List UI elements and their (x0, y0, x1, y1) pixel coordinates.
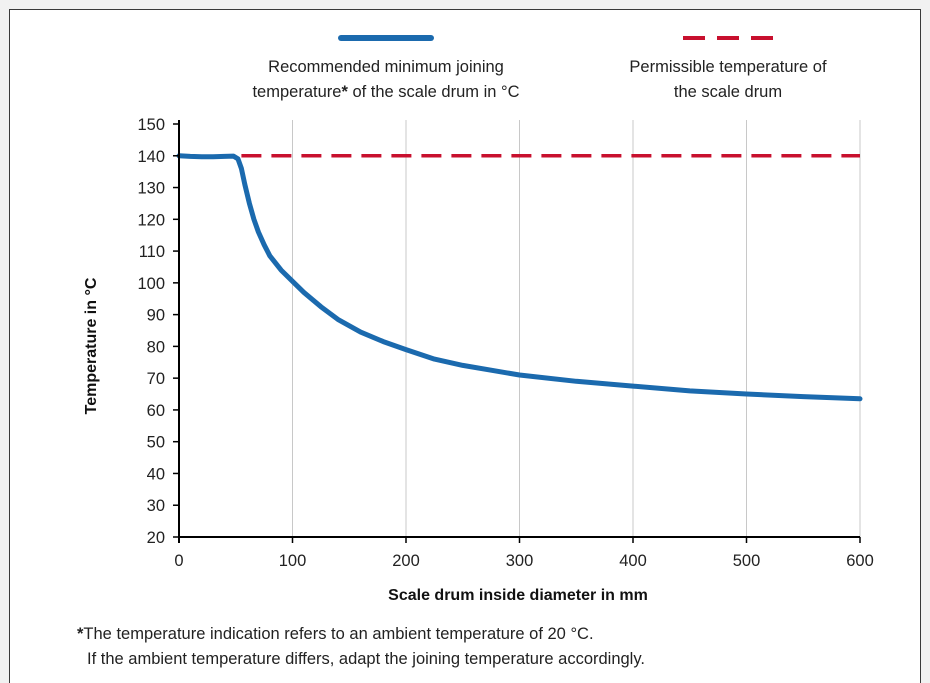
y-axis-title: Temperature in °C (83, 277, 100, 414)
x-tick-label-300: 300 (506, 552, 534, 570)
y-tick-label-90: 90 (147, 307, 165, 325)
y-tick-label-20: 20 (147, 529, 165, 547)
y-tick-label-50: 50 (147, 434, 165, 452)
y-tick-label-80: 80 (147, 338, 165, 356)
series-layer (176, 153, 863, 402)
y-tick-label-100: 100 (137, 275, 165, 293)
y-tick-label-120: 120 (137, 211, 165, 229)
legend-label-part: of the scale drum in °C (348, 83, 520, 101)
x-tick-label-600: 600 (846, 552, 874, 570)
y-tick-label-70: 70 (147, 370, 165, 388)
legend-label-asterisk: * (341, 83, 348, 101)
x-tick-label-100: 100 (279, 552, 307, 570)
legend-label-part: temperature (252, 83, 341, 101)
y-tick-label-140: 140 (137, 148, 165, 166)
y-tick-label-130: 130 (137, 180, 165, 198)
x-tick-label-500: 500 (733, 552, 761, 570)
footnote-text-1: The temperature indication refers to an … (83, 625, 594, 643)
legend-label-permissible-line2: the scale drum (674, 83, 782, 101)
y-tick-label-150: 150 (137, 116, 165, 134)
y-tick-label-40: 40 (147, 465, 165, 483)
footnote-marker: * (77, 625, 84, 643)
y-tick-label-30: 30 (147, 497, 165, 515)
legend-label-permissible-line1: Permissible temperature of (629, 58, 827, 76)
grid-lines (292, 120, 861, 537)
legend: Recommended minimum joining temperature* … (252, 35, 827, 101)
y-tick-label-60: 60 (147, 402, 165, 420)
x-axis-title: Scale drum inside diameter in mm (388, 587, 648, 604)
x-tick-label-400: 400 (619, 552, 647, 570)
x-tick-label-0: 0 (174, 552, 183, 570)
legend-label-recommended-line2: temperature* of the scale drum in °C (252, 83, 519, 101)
footnote-line-2: If the ambient temperature differs, adap… (87, 650, 645, 668)
x-tick-label-200: 200 (392, 552, 420, 570)
y-tick-label-110: 110 (139, 243, 165, 261)
footnote-line-1: *The temperature indication refers to an… (77, 625, 594, 644)
axes: 20 30 40 50 60 70 80 90 100 110 120 130 140 150 0 100 20… (137, 116, 873, 570)
legend-label-recommended-line1: Recommended minimum joining (268, 58, 504, 76)
chart-panel (9, 9, 921, 683)
series-line-recommended (176, 153, 863, 402)
